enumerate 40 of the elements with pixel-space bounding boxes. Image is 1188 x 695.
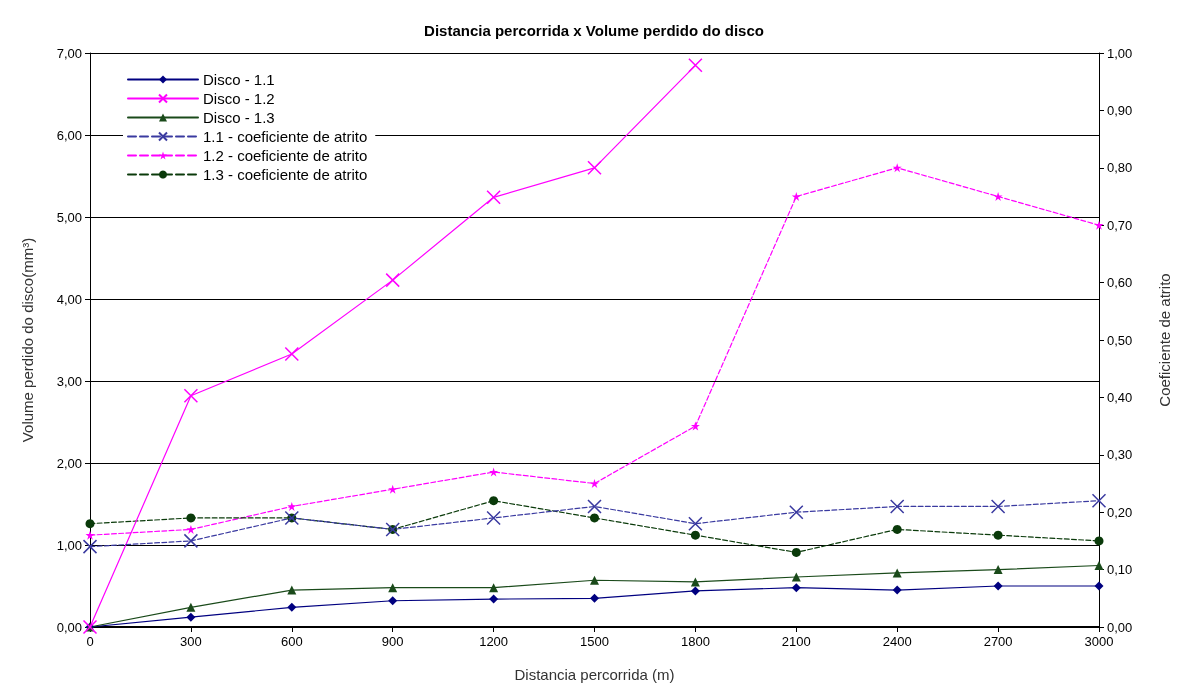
y2-tick-label: 0,40: [1107, 389, 1133, 405]
x-tick-label: 1200: [479, 634, 509, 649]
legend-label: Disco - 1.2: [203, 90, 275, 107]
y2-tick-label: 0,10: [1107, 562, 1133, 578]
y2-tick-label: 0,60: [1107, 275, 1133, 291]
x-tick-label: 2400: [882, 634, 912, 649]
y2-tick-label: 0,50: [1107, 332, 1133, 348]
x-tick-label: 900: [381, 634, 404, 649]
y-tick-label: 0,00: [56, 619, 82, 635]
y2-tick-label: 0,30: [1107, 447, 1133, 463]
x-tick-label: 300: [180, 634, 202, 649]
y-tick-label: 3,00: [56, 373, 82, 389]
x-tick-label: 2700: [983, 634, 1013, 649]
legend-label: 1.2 - coeficiente de atrito: [203, 147, 368, 164]
chart-title: Distancia percorrida x Volume perdido do disco: [424, 22, 764, 39]
x-tick-label: 2100: [781, 634, 811, 649]
legend-label: 1.1 - coeficiente de atrito: [203, 128, 368, 145]
legend-label: Disco - 1.3: [203, 109, 275, 126]
x-tick-label: 1500: [580, 634, 609, 649]
y2-tick-label: 0,80: [1107, 160, 1133, 176]
y-tick-label: 1,00: [56, 537, 82, 553]
y2-axis-title: Coeficiente de atrito: [1156, 273, 1173, 407]
y-tick-label: 2,00: [56, 455, 82, 471]
x-tick-label: 0: [86, 634, 94, 649]
y2-tick-label: 0,00: [1107, 619, 1133, 635]
legend-label: 1.3 - coeficiente de atrito: [203, 166, 368, 183]
legend-label: Disco - 1.1: [203, 71, 275, 88]
y-tick-label: 4,00: [56, 291, 82, 307]
y2-tick-label: 0,90: [1107, 102, 1133, 118]
x-tick-label: 1800: [680, 634, 710, 649]
y-tick-label: 6,00: [56, 127, 82, 143]
x-axis-title: Distancia percorrida (m): [514, 666, 675, 683]
y2-tick-label: 0,20: [1107, 504, 1133, 520]
y-tick-label: 5,00: [56, 209, 82, 225]
y2-tick-label: 1,00: [1107, 45, 1133, 61]
x-tick-label: 3000: [1084, 634, 1114, 649]
y-tick-label: 7,00: [56, 45, 82, 61]
x-tick-label: 600: [280, 634, 303, 649]
y-axis-title: Volume perdido do disco(mm³): [19, 237, 36, 443]
y2-tick-label: 0,70: [1107, 217, 1133, 233]
